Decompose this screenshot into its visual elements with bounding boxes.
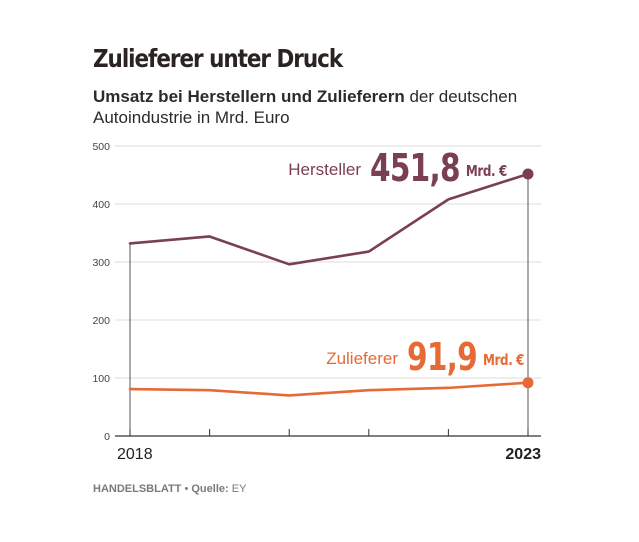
end-value-zulieferer: 91,9 xyxy=(407,335,477,380)
series-line-hersteller xyxy=(128,172,530,266)
series-label-hersteller: Hersteller xyxy=(288,160,361,179)
series-label-zulieferer: Zulieferer xyxy=(326,349,398,368)
end-point-zulieferer xyxy=(522,377,534,389)
y-tick-label-300: 300 xyxy=(92,257,110,269)
y-tick-label-400: 400 xyxy=(92,199,110,211)
y-tick-label-200: 200 xyxy=(92,315,110,327)
y-tick-label-100: 100 xyxy=(92,373,110,385)
chart-title: Zulieferer unter Druck xyxy=(93,44,343,73)
series-line-zulieferer xyxy=(128,381,530,397)
end-point-hersteller xyxy=(522,168,534,180)
publisher-name: HANDELSBLATT xyxy=(93,483,182,495)
y-tick-label-0: 0 xyxy=(104,431,110,443)
subtitle-rest: der deutschen Autoindustrie in Mrd. Euro xyxy=(93,87,518,127)
callout-hersteller: Hersteller 451,8 Mrd. € xyxy=(288,146,507,191)
y-tick-label-500: 500 xyxy=(92,141,110,153)
subtitle-bold: Umsatz bei Herstellern und Zulieferern xyxy=(93,87,405,106)
x-tick-label-2023: 2023 xyxy=(505,446,541,463)
source-label: Quelle: xyxy=(191,483,229,495)
source-name: EY xyxy=(228,483,247,495)
unit-label-zulieferer: Mrd. € xyxy=(483,352,524,370)
end-value-hersteller: 451,8 xyxy=(370,146,460,191)
source-line: HANDELSBLATT • Quelle: EY xyxy=(93,483,246,495)
x-tick-label-2018: 2018 xyxy=(117,446,153,463)
source-separator: • xyxy=(181,483,192,495)
unit-label-hersteller: Mrd. € xyxy=(466,163,507,181)
chart-subtitle: Umsatz bei Herstellern und Zulieferern d… xyxy=(93,86,563,128)
callout-zulieferer: Zulieferer 91,9 Mrd. € xyxy=(326,335,524,380)
